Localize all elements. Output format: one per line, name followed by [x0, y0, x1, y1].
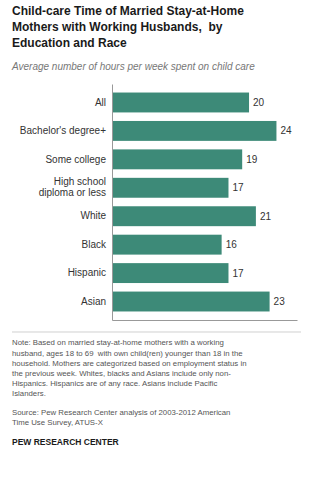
- text-line: Note: Based on married stay-at-home moth…: [12, 338, 224, 347]
- data-label: 19: [246, 154, 258, 165]
- bar: [112, 235, 222, 255]
- x-axis: [113, 320, 298, 321]
- y-tick-label: All: [95, 97, 106, 108]
- text-line: Hispanics. Hispanics are of any race. As…: [12, 379, 218, 388]
- y-axis-line: [112, 85, 113, 321]
- bar: [112, 292, 270, 312]
- note: Note: Based on married stay-at-home moth…: [12, 338, 246, 398]
- text-line: Mothers with Working Husbands, by: [12, 20, 223, 34]
- y-tick: White: [80, 210, 112, 221]
- text-line: household. Mothers are categorized based…: [12, 359, 246, 368]
- data-labels: 20 24 19 17 21 16 17 23: [226, 97, 292, 307]
- y-tick-label: Some college: [45, 154, 106, 165]
- x-axis-line: [113, 320, 298, 321]
- bar: [112, 206, 256, 226]
- data-label: 24: [280, 125, 292, 136]
- text-line: Education and Race: [12, 36, 127, 50]
- text-line: the previous week. Whites, blacks and As…: [12, 369, 231, 378]
- text-line: Black: [82, 239, 107, 250]
- y-tick: Black: [82, 239, 112, 250]
- data-label: 20: [253, 97, 265, 108]
- title: Child-care Time of Married Stay-at-Home M…: [12, 4, 244, 49]
- data-label: 21: [260, 211, 272, 222]
- chart: Child-care Time of Married Stay-at-Home M…: [0, 0, 313, 498]
- y-tick: High schooldiploma or less: [39, 176, 112, 198]
- y-tick: All: [95, 97, 112, 108]
- bar: [112, 93, 249, 113]
- plot: 20 24 19 17 21 16 17 23 All Bachelor's degree+ Som…: [20, 85, 298, 321]
- text-line: Asian: [81, 296, 106, 307]
- bar: [112, 149, 242, 169]
- bar: [112, 178, 228, 198]
- y-tick-label: Asian: [81, 296, 106, 307]
- y-tick-label: High schooldiploma or less: [39, 176, 106, 198]
- branding: PEW RESEARCH CENTER: [12, 437, 119, 447]
- subtitle: Average number of hours per week spent o…: [11, 61, 255, 72]
- bar: [112, 263, 228, 283]
- data-label: 17: [232, 268, 244, 279]
- text-line: Child-care Time of Married Stay-at-Home: [12, 4, 244, 18]
- data-label: 17: [232, 182, 244, 193]
- text-line: diploma or less: [39, 187, 106, 198]
- y-tick: Hispanic: [68, 267, 112, 278]
- text-line: Some college: [45, 154, 106, 165]
- text-line: PEW RESEARCH CENTER: [12, 437, 119, 447]
- y-tick: Some college: [45, 154, 112, 165]
- y-tick: Asian: [81, 296, 112, 307]
- text-line: husband, ages 18 to 69 with own child(re…: [12, 349, 243, 358]
- text-line: Time Use Survey, ATUS-X: [12, 418, 104, 427]
- bar: [112, 121, 276, 141]
- text-line: Hispanic: [68, 267, 106, 278]
- y-tick-label: Black: [82, 239, 107, 250]
- y-tick: Bachelor's degree+: [20, 125, 112, 136]
- y-axis: All Bachelor's degree+ Some college High sc…: [20, 85, 113, 321]
- data-label: 23: [274, 296, 286, 307]
- text-line: Source: Pew Research Center analysis of …: [12, 408, 230, 417]
- text-line: White: [80, 210, 106, 221]
- y-tick-label: Hispanic: [68, 267, 106, 278]
- bars: [112, 93, 276, 312]
- text-line: High school: [54, 176, 106, 187]
- text-line: Bachelor's degree+: [20, 125, 106, 136]
- y-tick-label: White: [80, 210, 106, 221]
- y-tick-label: Bachelor's degree+: [20, 125, 106, 136]
- data-label: 16: [226, 239, 238, 250]
- separator: [12, 332, 301, 333]
- text-line: All: [95, 97, 106, 108]
- text-line: Islanders.: [12, 389, 46, 398]
- source: Source: Pew Research Center analysis of …: [12, 408, 230, 427]
